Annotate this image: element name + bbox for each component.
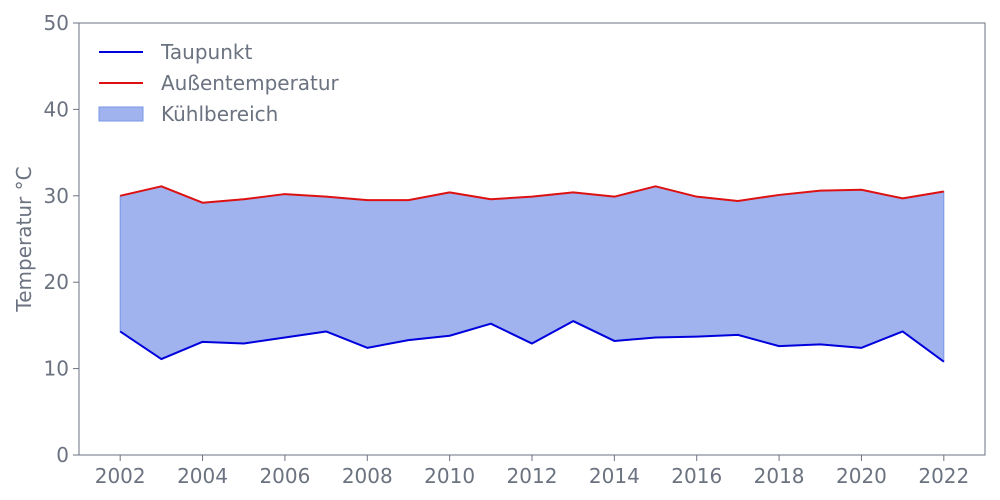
x-tick-label: 2022	[918, 464, 969, 488]
y-tick-label: 40	[44, 97, 69, 121]
y-tick-label: 20	[44, 270, 69, 294]
series-line-aussentemperatur	[119, 185, 944, 204]
axes: 2002 2004 2006 2008 2010 2012 2014 2016 2018 2020…	[44, 11, 986, 488]
legend-label: Außentemperatur	[161, 71, 340, 95]
x-tick-label: 2008	[342, 464, 393, 488]
x-tick-label: 2018	[754, 464, 805, 488]
legend-item-taupunkt: Taupunkt	[99, 40, 252, 64]
y-tick-label: 50	[44, 11, 69, 35]
x-tick-label: 2004	[177, 464, 228, 488]
legend-label: Taupunkt	[160, 40, 252, 64]
legend-label: Kühlbereich	[161, 102, 278, 126]
x-tick-label: 2006	[259, 464, 310, 488]
y-tick-label: 0	[56, 443, 69, 467]
x-tick-label: 2014	[589, 464, 640, 488]
legend: Taupunkt Außentemperatur Kühlbereich	[98, 40, 340, 126]
fill-area-kuehlbereich	[119, 185, 945, 363]
x-tick-label: 2012	[507, 464, 558, 488]
y-axis-label: Temperatur °C	[12, 166, 36, 312]
x-tick-label: 2002	[95, 464, 146, 488]
legend-patch-swatch	[98, 106, 144, 122]
x-tick-label: 2020	[836, 464, 887, 488]
plot-area	[119, 185, 945, 363]
y-tick-label: 30	[44, 184, 69, 208]
x-tick-label: 2016	[671, 464, 722, 488]
x-tick-label: 2010	[424, 464, 475, 488]
legend-item-kuehlbereich: Kühlbereich	[98, 102, 278, 126]
series-line-taupunkt	[119, 320, 945, 363]
y-tick-label: 10	[44, 357, 69, 381]
legend-item-aussentemperatur: Außentemperatur	[99, 71, 340, 95]
